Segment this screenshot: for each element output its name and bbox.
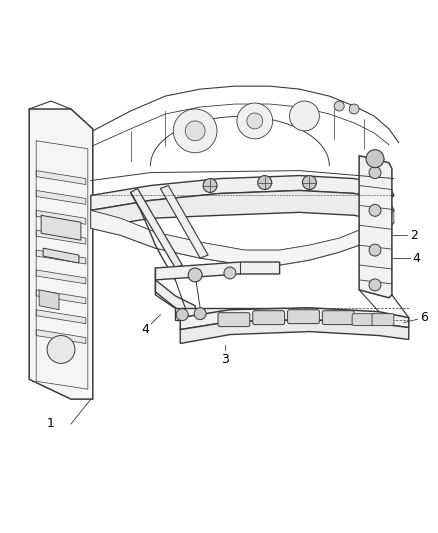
Text: 3: 3 <box>221 353 229 366</box>
Circle shape <box>369 279 381 291</box>
FancyBboxPatch shape <box>288 310 319 324</box>
Circle shape <box>334 101 344 111</box>
Polygon shape <box>36 329 86 343</box>
Polygon shape <box>180 320 409 343</box>
Polygon shape <box>36 230 86 244</box>
Circle shape <box>258 175 272 190</box>
FancyBboxPatch shape <box>218 313 250 327</box>
Circle shape <box>188 268 202 282</box>
FancyBboxPatch shape <box>352 314 374 326</box>
FancyBboxPatch shape <box>253 311 285 325</box>
Text: 1: 1 <box>47 417 55 431</box>
Polygon shape <box>91 211 394 265</box>
Polygon shape <box>131 189 182 268</box>
Circle shape <box>247 113 263 129</box>
Circle shape <box>185 121 205 141</box>
Circle shape <box>224 267 236 279</box>
Polygon shape <box>29 109 93 399</box>
Circle shape <box>369 244 381 256</box>
Circle shape <box>366 150 384 168</box>
Circle shape <box>194 308 206 320</box>
Circle shape <box>173 109 217 153</box>
Polygon shape <box>175 308 285 320</box>
Polygon shape <box>36 171 86 184</box>
Circle shape <box>369 204 381 216</box>
Circle shape <box>349 104 359 114</box>
Text: 6: 6 <box>420 311 427 324</box>
Text: 2: 2 <box>410 229 418 241</box>
Circle shape <box>290 101 319 131</box>
Polygon shape <box>155 262 279 280</box>
Text: 4: 4 <box>141 323 149 336</box>
Polygon shape <box>36 211 86 224</box>
FancyBboxPatch shape <box>322 311 354 325</box>
Polygon shape <box>36 290 86 304</box>
Polygon shape <box>180 308 409 329</box>
Polygon shape <box>160 185 208 258</box>
Polygon shape <box>91 175 394 211</box>
Text: 4: 4 <box>413 252 420 264</box>
Circle shape <box>369 167 381 179</box>
Polygon shape <box>359 156 392 298</box>
Polygon shape <box>36 190 86 204</box>
Circle shape <box>237 103 273 139</box>
Polygon shape <box>36 250 86 264</box>
Polygon shape <box>41 215 81 240</box>
Polygon shape <box>155 280 195 318</box>
Circle shape <box>176 309 188 321</box>
Polygon shape <box>43 248 79 263</box>
Circle shape <box>303 175 316 190</box>
Polygon shape <box>91 190 394 228</box>
FancyBboxPatch shape <box>372 314 394 326</box>
Circle shape <box>203 179 217 192</box>
Polygon shape <box>36 270 86 284</box>
Polygon shape <box>36 310 86 324</box>
Polygon shape <box>39 290 59 310</box>
Circle shape <box>47 336 75 364</box>
